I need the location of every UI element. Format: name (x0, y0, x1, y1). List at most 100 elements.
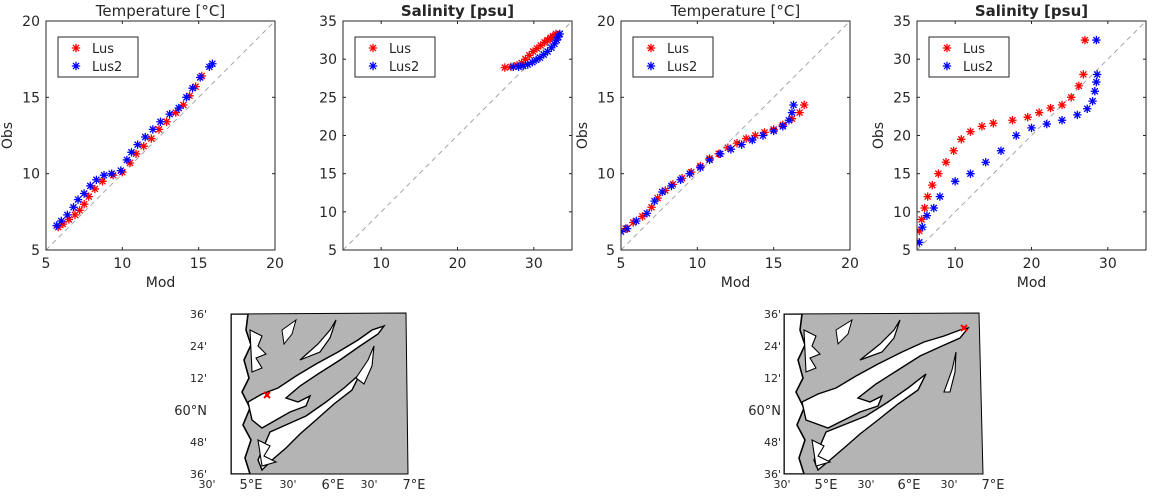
data-point (552, 35, 561, 45)
x-axis-label: Mod (721, 275, 751, 291)
data-point (650, 196, 659, 206)
x-tick-label: 5 (42, 256, 51, 272)
map-lon-label: 5°E (240, 478, 263, 493)
data-point (125, 158, 135, 168)
map-frame (783, 312, 984, 475)
y-tick-label: 35 (319, 14, 337, 30)
data-point (929, 203, 938, 213)
legend-marker (71, 61, 81, 71)
y-tick-label: 20 (597, 14, 615, 30)
salinity-chart-1: 10 20 30 5 10 15 20 25 30 35 Salinity [psu] Lus Lus2 (319, 2, 573, 272)
y-axis-label: Obs (0, 122, 16, 149)
map-lat-label: 24' (764, 340, 781, 353)
data-point (1042, 119, 1051, 129)
y-tick-label: 10 (893, 205, 911, 221)
x-axis-label: Mod (1017, 275, 1047, 291)
data-point (528, 47, 538, 56)
data-point (517, 58, 526, 68)
data-point (208, 59, 217, 68)
data-point (758, 131, 768, 140)
series-lus2 (52, 59, 217, 230)
legend-marker (71, 43, 81, 53)
data-point (1074, 81, 1084, 91)
x-tick-label: 10 (113, 256, 131, 272)
data-point (64, 215, 74, 224)
data-point (543, 47, 552, 56)
map-lat-label: 48' (190, 436, 207, 449)
map-lat-label: 36' (764, 308, 781, 321)
x-tick-label: 5 (617, 256, 626, 272)
data-point (1092, 35, 1101, 45)
legend-marker (942, 61, 952, 71)
data-point (1057, 116, 1067, 125)
x-tick-label: 15 (765, 256, 783, 272)
salinity-chart-2: 10 20 30 5 10 15 20 25 30 35 Salinity [psu] Mod Obs L… (871, 2, 1147, 291)
data-point (957, 135, 966, 144)
x-tick-label: 20 (449, 256, 467, 272)
legend: Lus Lus2 (354, 36, 436, 78)
data-point (741, 134, 751, 143)
data-point (500, 63, 510, 72)
data-point (917, 238, 924, 247)
data-point (148, 125, 158, 134)
data-point (58, 219, 67, 229)
map-lon-label: 30' (279, 478, 296, 491)
legend-marker (646, 61, 656, 71)
data-point (787, 114, 797, 123)
legend-label: Lus2 (963, 60, 993, 75)
data-point (769, 126, 778, 136)
data-point (667, 181, 676, 191)
data-point (918, 222, 927, 232)
legend-box (57, 36, 139, 78)
map-lat-label: 12' (190, 372, 207, 385)
y-tick-label: 5 (328, 243, 337, 259)
map-lat-label: 36' (190, 468, 207, 481)
data-point (647, 203, 656, 212)
data-point (131, 149, 141, 159)
data-point (165, 109, 174, 119)
data-point (922, 211, 932, 220)
data-point (1023, 112, 1032, 122)
legend: Lus Lus2 (928, 36, 1010, 78)
y-tick-label: 20 (22, 14, 40, 30)
x-tick-label: 30 (1099, 256, 1117, 272)
data-point (653, 193, 662, 203)
data-point (1057, 100, 1067, 110)
data-point (521, 54, 530, 64)
data-point (977, 122, 987, 131)
data-point (966, 169, 975, 178)
map-2-lat-labels: 36' 24' 12' 60°N 48' 36' (748, 308, 781, 481)
data-point (949, 146, 958, 155)
data-point (917, 226, 924, 236)
data-point (941, 158, 951, 167)
chart-title: Temperature [°C] (670, 2, 800, 20)
data-point (514, 62, 523, 71)
series-lus2 (621, 100, 798, 236)
data-point (950, 177, 960, 186)
data-point (935, 192, 945, 201)
data-point (1046, 103, 1055, 113)
legend-marker (368, 43, 378, 53)
data-point (528, 58, 537, 67)
data-point (658, 187, 667, 197)
data-point (107, 169, 116, 178)
y-tick-label: 20 (893, 129, 911, 145)
map-lon-label: 6°E (898, 478, 921, 493)
data-point (726, 145, 736, 154)
data-point (532, 44, 542, 53)
data-point (195, 73, 205, 82)
data-point (716, 149, 725, 159)
data-point (547, 43, 556, 52)
map-lat-label: 36' (764, 468, 781, 481)
map-frame (230, 312, 409, 475)
data-point (555, 29, 564, 39)
data-point (171, 108, 180, 117)
data-point (536, 41, 545, 50)
data-point (156, 117, 165, 126)
y-tick-label: 15 (893, 167, 911, 183)
map-lat-label: 12' (764, 372, 781, 385)
y-tick-label: 35 (893, 14, 911, 30)
map-1 (230, 312, 409, 475)
